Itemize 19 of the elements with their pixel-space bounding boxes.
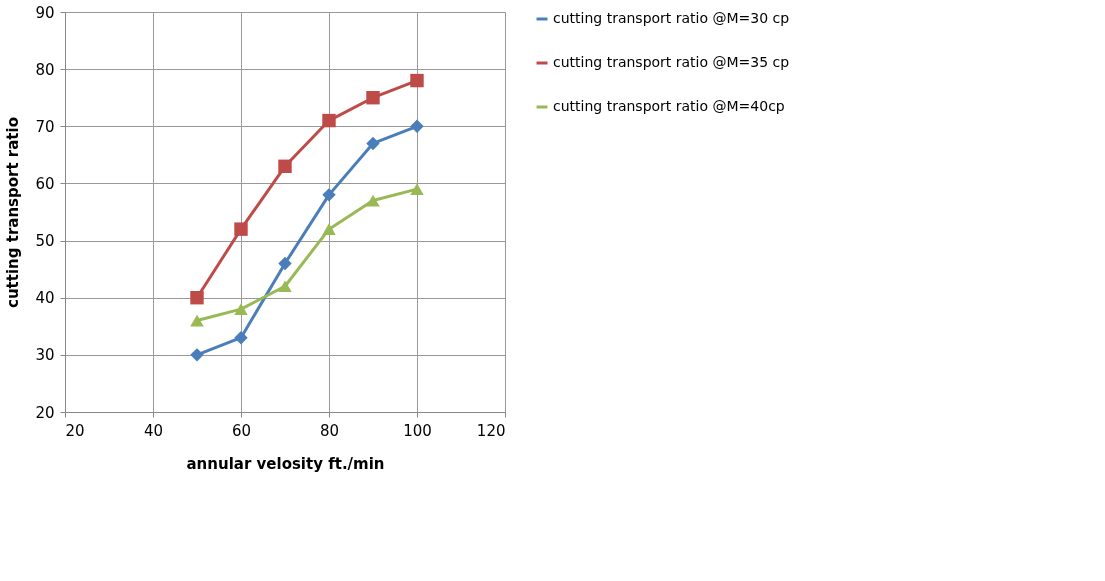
y-tick-label: 30 — [35, 346, 55, 365]
x-tick-label: 80 — [319, 421, 340, 440]
y-tick-label: 90 — [35, 3, 55, 22]
y-tick-label: 80 — [35, 60, 55, 79]
x-tick-label: 40 — [143, 421, 164, 440]
y-axis-title: cutting transport ratio — [4, 117, 23, 308]
x-tick-label: 120 — [476, 421, 506, 440]
x-tick-label: 60 — [231, 421, 252, 440]
y-tick-label: 20 — [35, 403, 55, 422]
legend-label: cutting transport ratio @M=40cp — [553, 98, 785, 114]
legend-label: cutting transport ratio @M=35 cp — [553, 54, 790, 70]
y-tick-label: 60 — [35, 174, 55, 193]
x-axis-title: annular velosity ft./min — [186, 454, 385, 473]
y-tick-label: 40 — [35, 289, 55, 308]
y-tick-label: 70 — [35, 117, 55, 136]
y-tick-label: 50 — [35, 232, 55, 251]
x-tick-label: 20 — [65, 421, 85, 440]
legend-label: cutting transport ratio @M=30 cp — [553, 10, 790, 26]
x-tick-label: 100 — [403, 421, 432, 440]
